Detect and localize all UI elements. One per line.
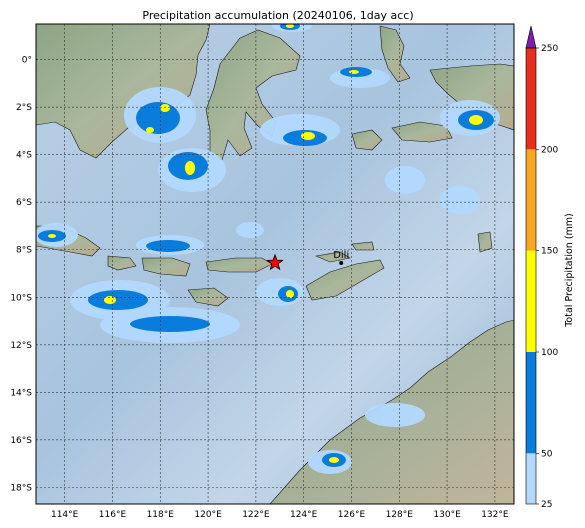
land-bali-lombok — [107, 255, 137, 271]
precip-level-100-150 — [48, 24, 483, 463]
lon-tick-labels: 114°E 116°E 118°E 120°E 122°E 124°E 126°E 128°E… — [51, 510, 509, 520]
lat-tick-label: 10°S — [10, 293, 32, 303]
lon-tick-label: 124°E — [290, 510, 318, 520]
land-buru — [351, 129, 383, 151]
colorbar-tick-label: 100 — [541, 348, 558, 358]
colorbar-segment — [526, 250, 536, 352]
colorbar-tick-label: 150 — [541, 247, 558, 257]
colorbar-label: Total Precipitation (mm) — [564, 213, 575, 328]
marker-star — [266, 253, 284, 271]
lon-tick-label: 118°E — [147, 510, 175, 520]
lat-tick-label: 0° — [22, 56, 32, 66]
land-halmahera — [379, 25, 411, 83]
lat-tick-label: 16°S — [10, 436, 32, 446]
lon-tick-label: 120°E — [194, 510, 222, 520]
colorbar-segment — [526, 149, 536, 251]
colorbar-tick-label: 200 — [541, 145, 558, 155]
gridlines — [36, 24, 514, 504]
lon-tick-label: 130°E — [433, 510, 461, 520]
colorbar-tick-label: 50 — [541, 449, 553, 459]
map-frame: Dili — [36, 24, 514, 504]
lat-tick-label: 2°S — [16, 103, 32, 113]
land-seram — [391, 121, 453, 143]
colorbar-frame — [525, 47, 537, 505]
colorbar-segment — [526, 453, 536, 504]
lon-tick-label: 114°E — [51, 510, 79, 520]
land-aru — [477, 231, 493, 253]
lat-tick-label: 14°S — [10, 388, 32, 398]
lon-tick-label: 122°E — [242, 510, 270, 520]
lat-tick-labels: 0° 2°S 4°S 6°S 8°S 10°S 12°S 14°S 16°S 18°S — [10, 56, 32, 494]
lon-tick-label: 126°E — [338, 510, 366, 520]
city-marker-dili: Dili — [333, 250, 349, 266]
map-title: Precipitation accumulation (20240106, 1d… — [142, 9, 413, 22]
colorbar: 25 50 100 150 200 250 — [525, 25, 558, 510]
colorbar-tick-label: 250 — [541, 44, 558, 54]
land-sulawesi — [205, 29, 301, 161]
lat-tick-label: 12°S — [10, 341, 32, 351]
colorbar-extend-arrow — [525, 25, 537, 49]
colorbar-segment — [526, 48, 536, 150]
map-border — [35, 23, 515, 505]
land-flores — [205, 257, 273, 273]
city-label: Dili — [333, 250, 349, 261]
lon-tick-label: 132°E — [481, 510, 509, 520]
lon-tick-label: 128°E — [386, 510, 414, 520]
lat-tick-label: 18°S — [10, 483, 32, 493]
land-alor — [314, 251, 351, 263]
lat-tick-label: 4°S — [16, 151, 32, 161]
colorbar-tick-label: 25 — [541, 500, 552, 510]
land-sumbawa — [141, 257, 191, 277]
precipitation-overlay — [36, 24, 500, 474]
lon-tick-label: 116°E — [99, 510, 127, 520]
lat-tick-label: 6°S — [16, 198, 32, 208]
lat-tick-label: 8°S — [16, 246, 32, 256]
colorbar-segment — [526, 352, 536, 454]
land-timor — [305, 259, 385, 301]
